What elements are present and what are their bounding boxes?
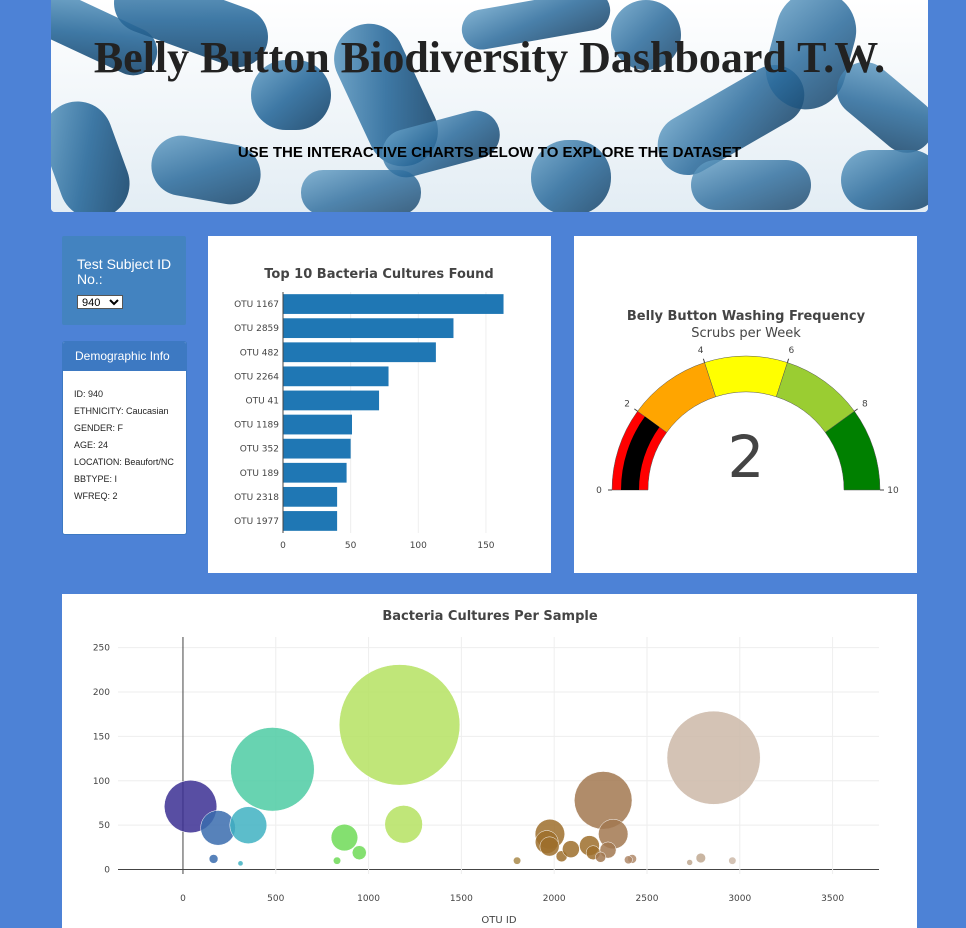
gauge-tick <box>786 358 790 363</box>
bacteria-background-image <box>51 0 928 212</box>
gauge-tick-label: 8 <box>862 400 868 410</box>
bubble-chart-panel: Bacteria Cultures Per Sample 0 50 100 150 200… <box>62 594 917 928</box>
bar-chart-panel: Top 10 Bacteria Cultures Found 0 50 100 150 O… <box>208 236 551 573</box>
subject-selector-panel: Test Subject ID No.: 940 <box>62 236 186 325</box>
bar-x-tick-label: 50 <box>345 541 357 551</box>
bar-category-label: OTU 189 <box>240 469 279 479</box>
bubble-point <box>230 727 315 812</box>
demographic-location: LOCATION: Beaufort/NC <box>74 457 174 467</box>
bubble-point <box>539 836 560 857</box>
bubble-point <box>333 856 341 865</box>
bubble-point <box>695 852 706 864</box>
bar-x-tick-label: 100 <box>410 541 427 551</box>
bar-mark <box>283 390 380 411</box>
demographic-age: AGE: 24 <box>74 440 109 450</box>
gauge-tick-label: 0 <box>596 486 602 496</box>
bar-x-tick-label: 150 <box>477 541 494 551</box>
bubble-point <box>339 664 461 786</box>
demographic-wfreq: WFREQ: 2 <box>74 491 118 501</box>
subject-id-dropdown[interactable]: 940 <box>77 295 123 309</box>
bubble-x-tick-label: 3500 <box>821 894 844 904</box>
gauge-chart: Belly Button Washing Frequency Scrubs per… <box>596 309 899 496</box>
demographic-info-body: ID: 940 ETHNICITY: Caucasian GENDER: F A… <box>63 371 186 501</box>
bubble-point <box>237 860 244 867</box>
bar-mark <box>283 366 389 387</box>
bubble-point <box>624 855 633 865</box>
demographic-info-heading: Demographic Info <box>63 342 186 371</box>
bar-chart-title: Top 10 Bacteria Cultures Found <box>264 267 493 282</box>
bubble-x-tick-label: 1500 <box>450 894 473 904</box>
bubble-point <box>384 805 423 844</box>
bar-category-label: OTU 2859 <box>234 324 279 334</box>
bubble-point <box>595 851 607 863</box>
bubble-point <box>574 771 633 830</box>
bubble-x-tick-label: 3000 <box>728 894 751 904</box>
bubble-y-tick-label: 200 <box>93 688 110 698</box>
bubble-x-tick-label: 2000 <box>543 894 566 904</box>
bubble-x-tick-label: 2500 <box>636 894 659 904</box>
gauge-tick <box>854 408 858 412</box>
bar-mark <box>283 342 436 363</box>
bubble-chart: Bacteria Cultures Per Sample 0 50 100 150 200… <box>93 609 879 926</box>
bar-mark <box>283 294 504 314</box>
bubble-point <box>728 856 737 865</box>
bar-mark <box>283 414 352 435</box>
bubble-point <box>352 845 367 860</box>
bar-mark <box>283 486 338 507</box>
gauge-chart-panel: Belly Button Washing Frequency Scrubs per… <box>574 236 917 573</box>
demographic-gender: GENDER: F <box>74 423 124 433</box>
demographic-info-panel: Demographic Info ID: 940 ETHNICITY: Cauc… <box>62 341 187 535</box>
bubble-point <box>513 856 522 865</box>
bar-category-label: OTU 1977 <box>234 517 279 527</box>
page-subtitle: USE THE INTERACTIVE CHARTS BELOW TO EXPL… <box>237 144 742 161</box>
gauge-step-band <box>824 410 881 491</box>
bar-category-label: OTU 352 <box>240 445 279 455</box>
bar-x-tick-label: 0 <box>280 541 286 551</box>
bubble-point <box>562 840 580 858</box>
bubble-y-tick-label: 150 <box>93 732 110 742</box>
bar-mark <box>283 318 454 339</box>
bubble-point <box>208 854 219 864</box>
bar-mark <box>283 438 351 459</box>
gauge-subtitle: Scrubs per Week <box>691 326 801 341</box>
bubble-chart-title: Bacteria Cultures Per Sample <box>382 609 598 624</box>
bar-category-label: OTU 41 <box>246 396 279 406</box>
bubble-x-tick-label: 0 <box>180 894 186 904</box>
bubble-point <box>686 859 693 866</box>
subject-selector-label: Test Subject ID No.: <box>77 256 172 287</box>
demographic-bbtype: BBTYPE: I <box>74 474 118 484</box>
bubble-y-tick-label: 100 <box>93 777 110 787</box>
gauge-tick-label: 10 <box>887 486 899 496</box>
bubble-x-tick-label: 1000 <box>357 894 380 904</box>
gauge-value-bar <box>621 416 660 490</box>
bar-category-label: OTU 482 <box>240 348 279 358</box>
bubble-y-tick-label: 0 <box>104 866 110 876</box>
demographic-id: ID: 940 <box>74 389 104 399</box>
gauge-value-label: 2 <box>728 423 765 491</box>
bubble-x-tick-label: 500 <box>267 894 284 904</box>
bar-category-label: OTU 2264 <box>234 372 279 382</box>
bar-mark <box>283 462 347 483</box>
gauge-tick <box>634 408 638 412</box>
gauge-tick-label: 4 <box>698 346 704 356</box>
gauge-step-band <box>704 355 788 398</box>
bubble-x-axis-label: OTU ID <box>481 915 516 926</box>
bubble-point <box>666 710 761 805</box>
bubble-y-tick-label: 250 <box>93 644 110 654</box>
gauge-tick-label: 6 <box>789 346 795 356</box>
bubble-point <box>229 806 268 844</box>
bar-mark <box>283 511 338 531</box>
bar-category-label: OTU 1189 <box>234 421 279 431</box>
gauge-title: Belly Button Washing Frequency <box>627 309 866 324</box>
demographic-ethnicity: ETHNICITY: Caucasian <box>74 406 169 416</box>
header-jumbotron: Belly Button Biodiversity Dashboard T.W.… <box>51 0 928 212</box>
bubble-point <box>330 824 359 852</box>
bar-chart: Top 10 Bacteria Cultures Found 0 50 100 150 O… <box>234 267 504 551</box>
page-title: Belly Button Biodiversity Dashboard T.W. <box>93 33 886 82</box>
gauge-tick-label: 2 <box>624 400 630 410</box>
bubble-y-tick-label: 50 <box>99 821 111 831</box>
gauge-tick <box>702 358 706 363</box>
bar-category-label: OTU 2318 <box>234 493 279 503</box>
bar-category-label: OTU 1167 <box>234 300 279 310</box>
